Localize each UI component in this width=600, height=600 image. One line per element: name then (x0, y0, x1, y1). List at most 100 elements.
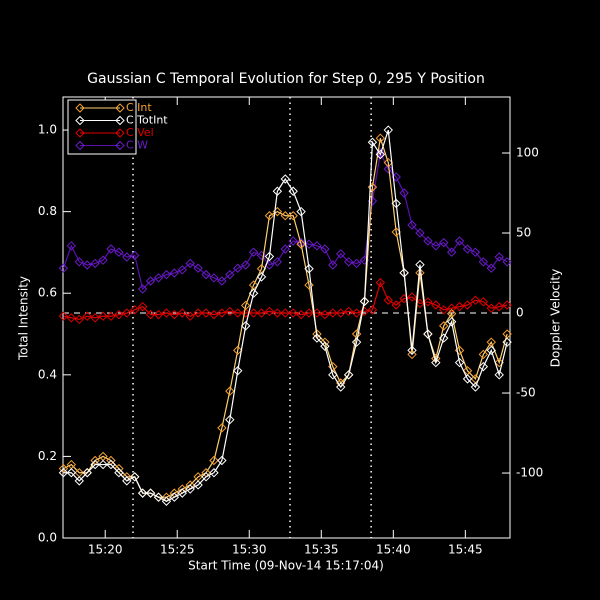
data-point (288, 308, 298, 318)
y-tick-label: 0.0 (38, 531, 57, 545)
data-point (217, 276, 227, 286)
data-point (446, 303, 457, 313)
data-point (336, 382, 346, 392)
data-point (82, 311, 92, 321)
data-point (240, 308, 251, 318)
x-axis-label: Start Time (09-Nov-14 15:17:04) (188, 559, 384, 573)
data-point (130, 305, 140, 315)
data-point (328, 308, 338, 318)
data-point (248, 288, 259, 298)
x-tick-label: 15:45 (448, 543, 483, 557)
data-point (343, 257, 354, 267)
legend-label: C W (126, 139, 148, 152)
legend-marker (115, 140, 125, 151)
y2-tick-label: -50 (516, 386, 536, 400)
data-point (264, 211, 275, 221)
data-point (470, 247, 481, 257)
legend-marker (75, 115, 85, 126)
legend-marker (75, 103, 85, 113)
data-point (74, 314, 84, 325)
data-point (217, 455, 227, 466)
data-point (407, 349, 417, 360)
data-point (98, 311, 108, 321)
legend-marker (115, 103, 125, 113)
data-point (240, 300, 251, 311)
data-point (201, 472, 211, 482)
y2-tick-label: 50 (516, 226, 531, 240)
data-point (225, 414, 235, 425)
data-point (415, 228, 425, 238)
data-point (169, 309, 180, 320)
data-point (161, 269, 172, 280)
y2-tick-label: -100 (516, 466, 543, 480)
data-point (98, 459, 108, 470)
data-point (169, 492, 180, 502)
data-point (439, 237, 449, 248)
data-point (288, 186, 298, 196)
data-point (58, 311, 69, 321)
data-point (122, 476, 132, 486)
data-point (502, 257, 512, 267)
data-point (431, 357, 441, 368)
data-point (161, 496, 172, 506)
y-axis-label: Total Intensity (17, 276, 31, 361)
data-point (470, 295, 481, 305)
data-point (288, 236, 298, 246)
data-point (320, 244, 330, 254)
x-tick-label: 15:40 (376, 543, 411, 557)
data-point (446, 317, 457, 327)
series-line (62, 151, 508, 291)
data-point (272, 257, 283, 267)
data-point (225, 306, 235, 317)
data-point (185, 311, 195, 321)
data-point (217, 423, 227, 433)
data-point (248, 308, 259, 318)
data-point (201, 269, 211, 280)
data-point (343, 306, 354, 317)
data-point (209, 309, 219, 320)
data-point (137, 301, 148, 312)
data-point (145, 488, 156, 498)
data-point (351, 337, 362, 347)
data-point (90, 459, 100, 470)
data-point (391, 300, 401, 310)
data-point (177, 308, 187, 318)
data-point (494, 252, 504, 262)
data-point (193, 308, 203, 318)
data-point (328, 370, 338, 380)
data-point (264, 306, 275, 317)
data-point (233, 345, 243, 356)
data-point (383, 164, 393, 174)
data-point (177, 488, 187, 498)
data-point (439, 333, 449, 343)
data-point (264, 251, 275, 262)
data-point (375, 277, 386, 288)
data-point (375, 133, 386, 143)
data-point (478, 257, 489, 267)
data-point (304, 308, 314, 318)
data-point (145, 276, 156, 286)
data-point (494, 370, 504, 380)
data-point (153, 273, 164, 283)
legend-label: C Vel (126, 126, 154, 139)
data-point (367, 137, 378, 147)
data-point (391, 198, 401, 209)
data-point (114, 247, 124, 257)
y-tick-label: 0.4 (38, 367, 57, 381)
data-point (137, 488, 148, 498)
x-tick-label: 15:35 (304, 543, 339, 557)
data-point (312, 333, 322, 343)
data-point (153, 309, 164, 320)
data-point (256, 272, 267, 282)
data-point (233, 263, 243, 273)
data-point (280, 308, 290, 318)
data-point (462, 300, 473, 310)
data-point (415, 259, 425, 270)
data-point (296, 206, 306, 217)
data-point (58, 468, 69, 478)
data-point (439, 321, 449, 331)
data-point (454, 236, 465, 246)
data-point (137, 284, 148, 294)
data-point (193, 263, 203, 273)
